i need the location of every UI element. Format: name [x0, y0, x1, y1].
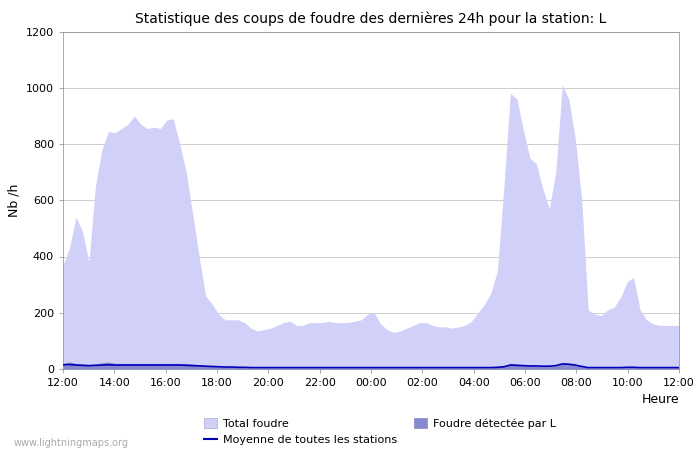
- Legend: Total foudre, Moyenne de toutes les stations, Foudre détectée par L: Total foudre, Moyenne de toutes les stat…: [204, 418, 556, 445]
- Text: Heure: Heure: [641, 392, 679, 405]
- Title: Statistique des coups de foudre des dernières 24h pour la station: L: Statistique des coups de foudre des dern…: [135, 12, 607, 26]
- Text: www.lightningmaps.org: www.lightningmaps.org: [14, 438, 129, 448]
- Y-axis label: Nb /h: Nb /h: [7, 184, 20, 217]
